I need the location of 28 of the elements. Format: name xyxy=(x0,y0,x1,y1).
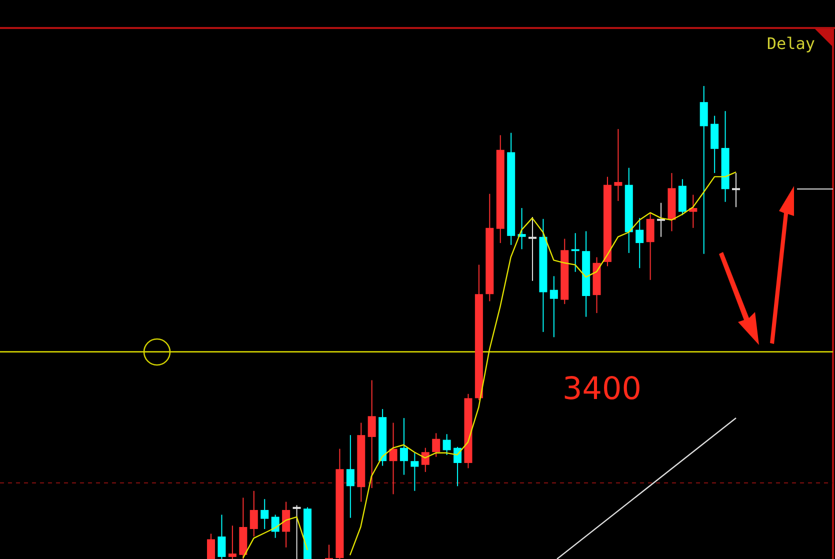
candlestick xyxy=(400,418,408,476)
candlestick xyxy=(636,217,644,269)
candlestick xyxy=(292,504,301,559)
candlestick xyxy=(528,216,536,282)
candlestick xyxy=(368,380,376,489)
candlestick xyxy=(614,128,622,202)
candlestick xyxy=(421,447,430,472)
candlestick xyxy=(325,544,333,559)
candlestick xyxy=(282,501,290,548)
annotation: 3400 xyxy=(562,371,642,407)
candlestick xyxy=(218,514,226,559)
candlestick xyxy=(432,432,440,458)
candlestick xyxy=(250,490,258,538)
candlestick xyxy=(346,434,354,518)
candlestick xyxy=(657,202,666,238)
candlestick xyxy=(271,514,280,538)
candlestick xyxy=(228,525,236,559)
candlestick xyxy=(442,434,451,456)
candlestick xyxy=(389,422,398,495)
candlestick xyxy=(260,498,269,530)
candlestick xyxy=(732,172,740,208)
candlestick xyxy=(646,212,654,280)
candlestick xyxy=(207,533,215,559)
candlestick xyxy=(571,232,580,272)
candlestick xyxy=(689,194,698,228)
candlestick xyxy=(410,452,419,492)
candlestick xyxy=(550,276,558,338)
text: Delay xyxy=(766,34,816,53)
